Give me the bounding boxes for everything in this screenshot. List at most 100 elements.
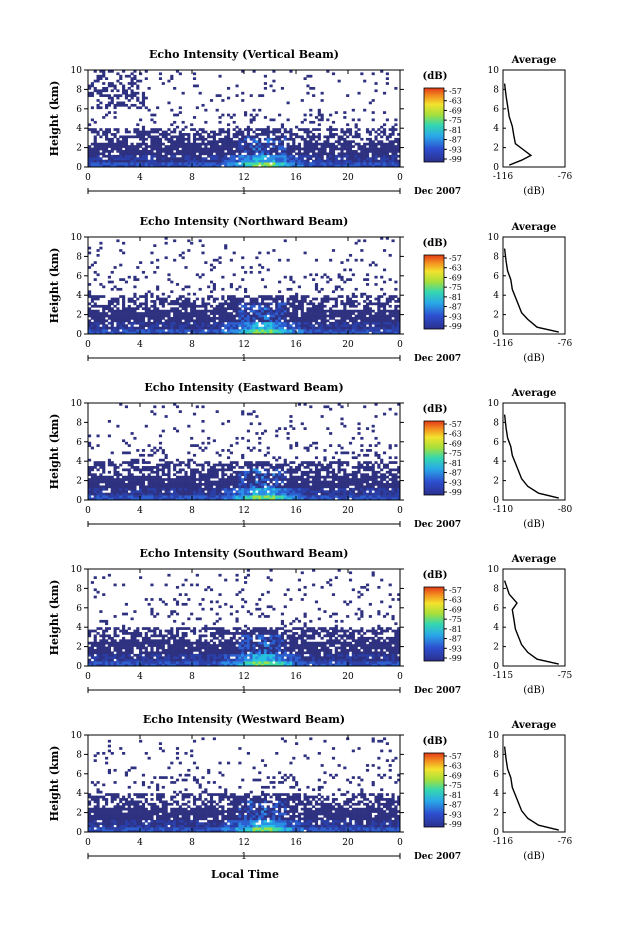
echo-cell bbox=[363, 492, 367, 496]
echo-cell bbox=[184, 463, 188, 467]
echo-cell bbox=[93, 152, 97, 156]
echo-cell bbox=[175, 326, 180, 330]
echo-cell bbox=[382, 157, 387, 161]
echo-cell bbox=[280, 140, 285, 144]
echo-cell bbox=[382, 154, 387, 158]
echo-cell bbox=[272, 157, 276, 161]
echo-cell bbox=[218, 140, 222, 144]
echo-cell bbox=[314, 495, 319, 498]
echo-cell bbox=[198, 497, 202, 501]
echo-cell bbox=[314, 312, 319, 315]
echo-cell bbox=[102, 74, 106, 78]
echo-cell bbox=[295, 468, 299, 472]
echo-cell bbox=[286, 329, 290, 332]
echo-cell bbox=[275, 157, 279, 161]
echo-cell bbox=[326, 314, 330, 318]
echo-cell bbox=[198, 239, 202, 243]
echo-cell bbox=[207, 154, 211, 158]
echo-cell bbox=[385, 466, 389, 469]
echo-cell bbox=[107, 321, 111, 325]
echo-cell bbox=[351, 317, 355, 320]
echo-cell bbox=[156, 473, 160, 477]
echo-cell bbox=[133, 497, 137, 501]
echo-cell bbox=[368, 130, 372, 134]
echo-cell bbox=[175, 162, 180, 165]
echo-cell bbox=[207, 314, 211, 318]
echo-cell bbox=[235, 133, 239, 136]
echo-cell bbox=[249, 159, 253, 163]
echo-cell bbox=[181, 135, 185, 139]
echo-cell bbox=[141, 487, 146, 491]
echo-cell bbox=[144, 275, 148, 279]
echo-cell bbox=[278, 145, 282, 148]
echo-cell bbox=[280, 317, 285, 320]
echo-cell bbox=[292, 319, 296, 323]
echo-cell bbox=[303, 480, 307, 484]
echo-cell bbox=[116, 314, 120, 318]
echo-cell bbox=[144, 475, 148, 479]
echo-cell bbox=[246, 128, 250, 131]
echo-cell bbox=[175, 317, 180, 320]
echo-cell bbox=[224, 331, 228, 335]
echo-cell bbox=[246, 142, 250, 146]
echo-cell bbox=[232, 142, 236, 146]
echo-cell bbox=[113, 317, 117, 320]
echo-cell bbox=[170, 326, 174, 330]
x-tick-label: 20 bbox=[342, 173, 354, 183]
echo-cell bbox=[229, 145, 233, 148]
echo-cell bbox=[226, 319, 231, 323]
echo-cell bbox=[354, 309, 358, 313]
echo-cell bbox=[283, 304, 287, 308]
echo-cell bbox=[90, 118, 94, 122]
echo-cell bbox=[130, 331, 134, 335]
echo-cell bbox=[394, 319, 398, 323]
echo-cell bbox=[238, 480, 242, 484]
echo-cell bbox=[255, 483, 259, 486]
echo-cell bbox=[93, 145, 97, 148]
echo-cell bbox=[368, 147, 372, 151]
echo-cell bbox=[255, 162, 259, 165]
echo-cell bbox=[102, 150, 106, 153]
echo-cell bbox=[173, 128, 177, 131]
echo-cell bbox=[141, 483, 146, 486]
echo-cell bbox=[371, 319, 375, 323]
echo-cell bbox=[119, 487, 123, 491]
echo-cell bbox=[388, 461, 392, 464]
echo-cell bbox=[337, 324, 341, 328]
echo-cell bbox=[312, 485, 316, 489]
echo-cell bbox=[272, 300, 276, 303]
echo-cell bbox=[394, 468, 398, 472]
echo-cell bbox=[249, 270, 253, 274]
echo-cell bbox=[252, 490, 256, 494]
echo-cell bbox=[391, 239, 395, 243]
echo-cell bbox=[139, 321, 143, 325]
echo-cell bbox=[113, 162, 117, 165]
echo-cell bbox=[269, 319, 273, 323]
echo-cell bbox=[306, 470, 310, 474]
echo-cell bbox=[343, 159, 347, 163]
echo-cell bbox=[235, 140, 239, 144]
echo-cell bbox=[309, 130, 313, 134]
echo-cell bbox=[263, 142, 267, 146]
echo-cell bbox=[286, 497, 290, 501]
echo-cell bbox=[158, 441, 163, 445]
echo-cell bbox=[380, 321, 384, 325]
echo-cell bbox=[371, 164, 375, 168]
echo-cell bbox=[178, 152, 182, 156]
echo-cell bbox=[314, 273, 319, 277]
echo-cell bbox=[215, 162, 219, 165]
echo-cell bbox=[297, 466, 302, 469]
echo-cell bbox=[286, 470, 290, 474]
echo-cell bbox=[116, 140, 120, 144]
echo-cell bbox=[167, 79, 171, 83]
echo-cell bbox=[147, 130, 151, 134]
echo-cell bbox=[170, 154, 174, 158]
echo-cell bbox=[107, 470, 111, 474]
echo-cell bbox=[232, 150, 236, 153]
echo-cell bbox=[173, 120, 177, 124]
echo-cell bbox=[326, 475, 330, 479]
echo-cell bbox=[382, 159, 387, 163]
echo-cell bbox=[374, 331, 378, 335]
echo-cell bbox=[224, 159, 228, 163]
echo-cell bbox=[110, 485, 114, 489]
